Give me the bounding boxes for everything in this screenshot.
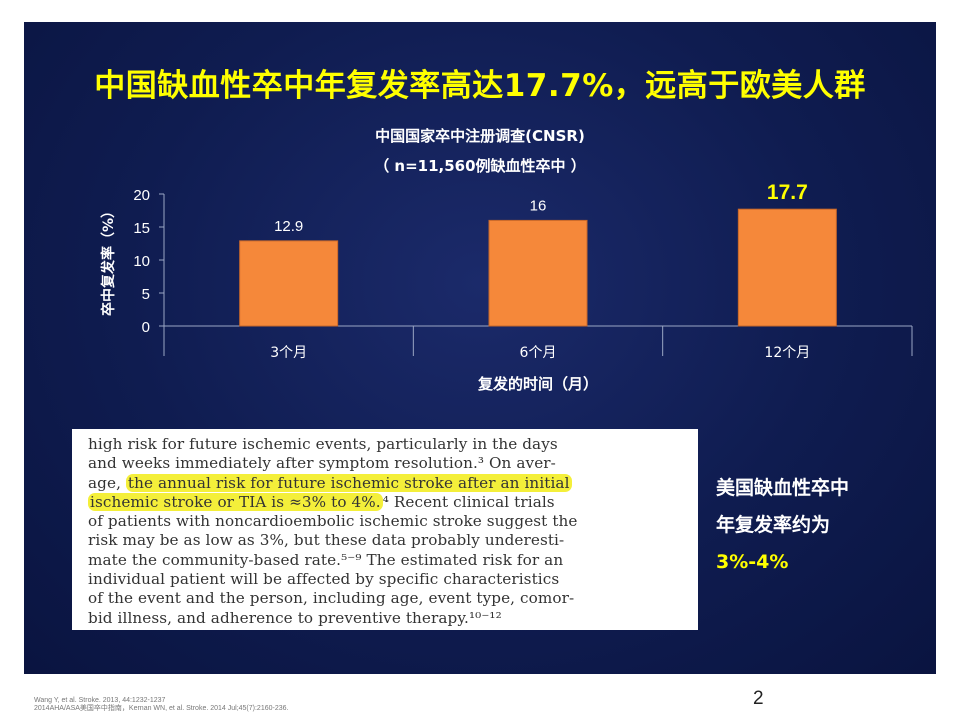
y-tick-label: 5 [142, 286, 150, 303]
y-tick-label: 0 [142, 319, 150, 336]
x-tick-label: 12个月 [764, 345, 810, 361]
references: Wang Y, et al. Stroke. 2013, 44:1232-123… [34, 697, 288, 713]
bar-12个月 [737, 208, 837, 327]
chart-subtitle: （ n=11,560例缺血性卒中 ） [374, 157, 586, 175]
excerpt-text: bid illness, and adherence to preventive… [88, 608, 502, 627]
excerpt-text: and weeks immediately after symptom reso… [88, 454, 556, 473]
excerpt-text: age, [88, 473, 126, 492]
excerpt-line: of the event and the person, including a… [88, 589, 688, 608]
excerpt-line: individual patient will be affected by s… [88, 570, 688, 589]
bar-value-label: 16 [530, 197, 547, 214]
excerpt-line: mate the community-based rate.⁵⁻⁹ The es… [88, 551, 688, 570]
excerpt-text: of patients with noncardioembolic ischem… [88, 512, 578, 531]
excerpt-line: and weeks immediately after symptom reso… [88, 454, 688, 473]
us-note-line2: 年复发率约为 [716, 514, 831, 536]
y-axis-label: 卒中复发率（%） [100, 204, 117, 316]
x-tick-label: 6个月 [520, 345, 557, 361]
us-note-rate: 3%-4% [716, 551, 789, 573]
x-axis-label: 复发的时间（月） [477, 375, 598, 393]
excerpt-line: high risk for future ischemic events, pa… [88, 435, 688, 454]
excerpt-highlight: ischemic stroke or TIA is ≈3% to 4%. [88, 492, 383, 511]
reference-2: 2014AHA/ASA美国卒中指南，Kernan WN, et al. Stro… [34, 705, 289, 712]
reference-1: Wang Y, et al. Stroke. 2013, 44:1232-123… [34, 697, 166, 704]
excerpt-text: of the event and the person, including a… [88, 589, 575, 608]
excerpt-line: bid illness, and adherence to preventive… [88, 609, 688, 628]
bar-6个月 [488, 219, 588, 327]
page-number: 2 [753, 688, 764, 709]
excerpt-highlight: the annual risk for future ischemic stro… [125, 473, 572, 492]
excerpt-text: risk may be as low as 3%, but these data… [88, 531, 565, 550]
y-tick-label: 15 [133, 220, 150, 237]
recurrence-bar-chart: 中国国家卒中注册调查(CNSR) （ n=11,560例缺血性卒中 ） 0 5 10 15… [100, 127, 913, 393]
bar-value-label: 12.9 [274, 218, 303, 235]
excerpt-text: individual patient will be affected by s… [88, 570, 560, 589]
excerpt-text: high risk for future ischemic events, pa… [88, 435, 558, 453]
excerpt-text: ⁴ Recent clinical trials [382, 492, 555, 511]
us-note-line1: 美国缺血性卒中 [716, 477, 850, 499]
bar-3个月 [239, 240, 339, 327]
y-tick-label: 10 [133, 253, 150, 270]
y-tick-label: 20 [133, 187, 150, 204]
excerpt-line: age, the annual risk for future ischemic… [88, 473, 688, 493]
us-recurrence-note: 美国缺血性卒中 年复发率约为 3%-4% [716, 470, 926, 581]
bar-value-label: 17.7 [767, 181, 808, 204]
excerpt-line: risk may be as low as 3%, but these data… [88, 531, 688, 550]
chart-title: 中国国家卒中注册调查(CNSR) [375, 127, 585, 145]
x-tick-label: 3个月 [270, 345, 307, 361]
excerpt-line: of patients with noncardioembolic ischem… [88, 512, 688, 531]
slide: 中国缺血性卒中年复发率高达17.7%，远高于欧美人群 中国国家卒中注册调查(CN… [24, 22, 936, 674]
excerpt-text: mate the community-based rate.⁵⁻⁹ The es… [88, 550, 564, 569]
guideline-excerpt: high risk for future ischemic events, pa… [72, 429, 698, 630]
slide-headline: 中国缺血性卒中年复发率高达17.7%，远高于欧美人群 [94, 68, 866, 104]
excerpt-line: ischemic stroke or TIA is ≈3% to 4%. ⁴ Re… [88, 492, 688, 512]
